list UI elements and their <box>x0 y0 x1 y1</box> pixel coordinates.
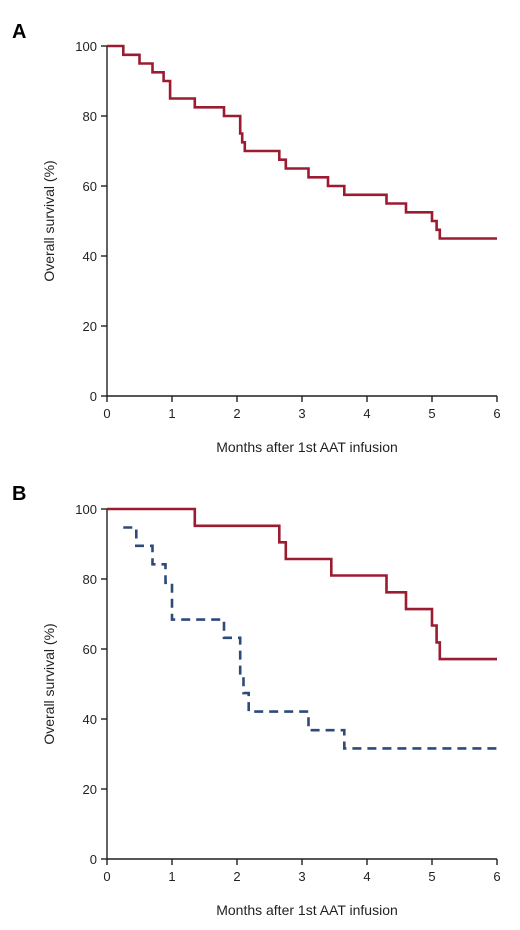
panel-b-x-tick-label: 3 <box>298 869 305 884</box>
panel-b-x-tick-label: 6 <box>493 869 500 884</box>
panel-b-x-tick-label: 1 <box>168 869 175 884</box>
panel-a-y-axis-title: Overall survival (%) <box>41 160 57 281</box>
panel-b-x-tick-label: 2 <box>233 869 240 884</box>
panel-b-y-tick-label: 80 <box>83 572 97 587</box>
panel-b-y-tick-label: 100 <box>75 502 97 517</box>
panel-a-x-tick-label: 4 <box>363 406 370 421</box>
panel-b-series-group <box>107 507 497 750</box>
panel-a-x-tick-label: 1 <box>168 406 175 421</box>
panel-a-label: A <box>12 21 26 43</box>
panel-b-series-1-line <box>123 526 497 750</box>
panel-a-x-axis-title: Months after 1st AAT infusion <box>216 439 398 455</box>
panel-a-x-tick-label: 6 <box>493 406 500 421</box>
panel-a-x-tick-label: 2 <box>233 406 240 421</box>
panel-b-y-tick-label: 20 <box>83 782 97 797</box>
panel-b-y-tick-label: 60 <box>83 642 97 657</box>
panel-b-y-tick-label: 0 <box>90 852 97 867</box>
panel-b-x-tick-label: 5 <box>428 869 435 884</box>
panel-a-y-tick-label: 0 <box>90 389 97 404</box>
panel-a-y-tick-label: 20 <box>83 319 97 334</box>
panel-a-x-tick-label: 0 <box>103 406 110 421</box>
panel-a-y-tick-label: 60 <box>83 179 97 194</box>
panel-a-series-0-line <box>107 44 497 240</box>
panel-a-y-tick-label: 40 <box>83 249 97 264</box>
panel-b-axes: 0 20 40 60 80 100 0 1 2 3 4 5 6 <box>75 502 500 884</box>
panel-a-axes: 0 20 40 60 80 100 0 1 2 3 4 5 6 <box>75 39 500 421</box>
panel-a-series-group <box>107 44 497 240</box>
panel-b-x-tick-label: 4 <box>363 869 370 884</box>
panel-b-label: B <box>12 483 26 505</box>
panel-a-y-tick-label: 100 <box>75 39 97 54</box>
panel-a: A Overall survival (%) Months after 1st … <box>12 21 501 455</box>
panel-b: B Overall survival (%) Months after 1st … <box>12 483 501 918</box>
panel-a-x-tick-label: 5 <box>428 406 435 421</box>
panel-b-y-axis-title: Overall survival (%) <box>41 623 57 744</box>
panel-b-x-tick-label: 0 <box>103 869 110 884</box>
panel-b-y-tick-label: 40 <box>83 712 97 727</box>
panel-b-x-axis-title: Months after 1st AAT infusion <box>216 902 398 918</box>
panel-a-x-tick-label: 3 <box>298 406 305 421</box>
panel-a-y-tick-label: 80 <box>83 109 97 124</box>
panel-b-series-0-line <box>107 507 497 661</box>
